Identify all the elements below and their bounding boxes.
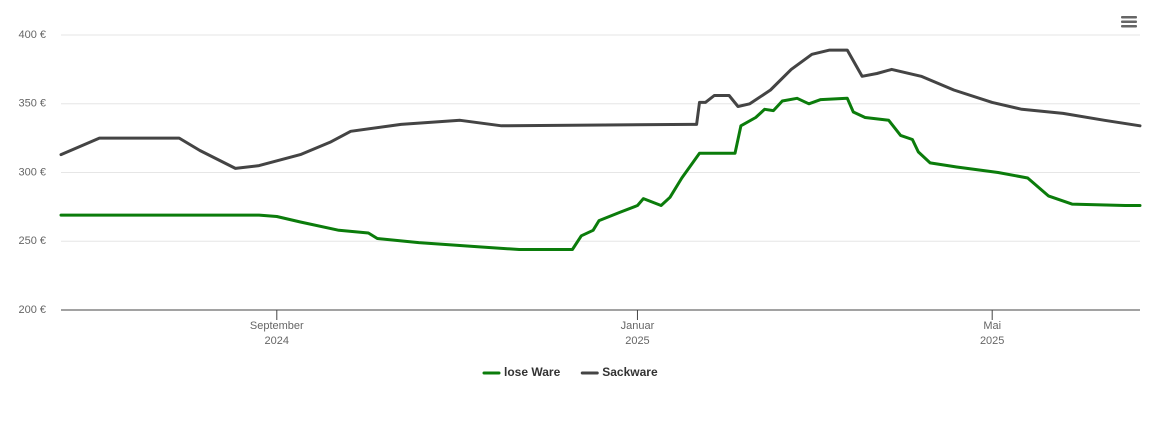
x-tick-label: Mai 2025: [980, 320, 1004, 347]
y-tick-label: 400 €: [18, 29, 46, 41]
y-tick-label: 200 €: [18, 304, 46, 316]
x-tick-label: Januar 2025: [621, 320, 655, 347]
y-tick-label: 250 €: [18, 235, 46, 247]
legend-label: Sackware: [602, 365, 658, 379]
legend: lose Ware Sackware: [482, 365, 658, 379]
menu-bar: [1121, 20, 1137, 23]
x-tick-label-line: 2025: [980, 335, 1004, 347]
x-tick-label-line: 2024: [265, 335, 289, 347]
x-tick-label-line: 2025: [625, 335, 649, 347]
legend-label: lose Ware: [504, 365, 561, 379]
menu-button[interactable]: [1120, 15, 1138, 29]
menu-bar: [1121, 25, 1137, 28]
series-line: [59, 96, 1142, 251]
x-tick-label: September 2024: [250, 320, 304, 347]
x-tick-label-line: Januar: [621, 320, 655, 332]
x-tick-label-line: Mai: [983, 320, 1001, 332]
y-tick-label: 350 €: [18, 98, 46, 110]
menu-bar: [1121, 16, 1137, 19]
x-tick-label-line: September: [250, 320, 304, 332]
legend-item: lose Ware: [482, 365, 561, 379]
legend-item: Sackware: [580, 365, 658, 379]
series-line: [59, 48, 1142, 170]
y-tick-label: 300 €: [18, 166, 46, 178]
